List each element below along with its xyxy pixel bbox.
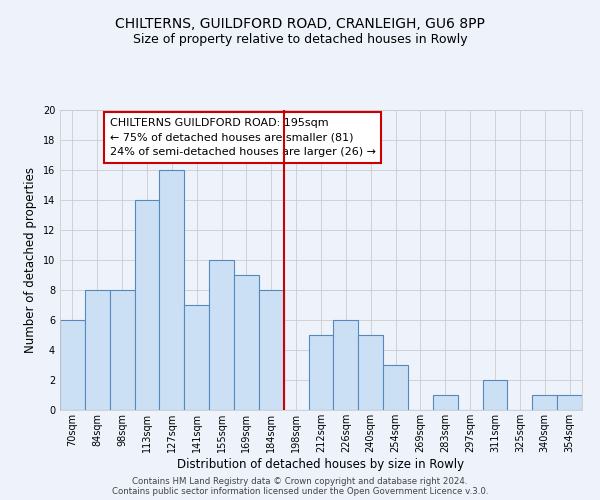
Text: CHILTERNS, GUILDFORD ROAD, CRANLEIGH, GU6 8PP: CHILTERNS, GUILDFORD ROAD, CRANLEIGH, GU… — [115, 18, 485, 32]
Bar — [134, 200, 160, 410]
Bar — [259, 290, 284, 410]
Bar — [557, 395, 582, 410]
Text: Contains public sector information licensed under the Open Government Licence v.: Contains public sector information licen… — [112, 487, 488, 496]
Bar — [110, 290, 134, 410]
Bar — [184, 305, 209, 410]
Bar — [60, 320, 85, 410]
Bar — [482, 380, 508, 410]
Text: Size of property relative to detached houses in Rowly: Size of property relative to detached ho… — [133, 32, 467, 46]
X-axis label: Distribution of detached houses by size in Rowly: Distribution of detached houses by size … — [178, 458, 464, 470]
Bar — [358, 335, 383, 410]
Bar — [383, 365, 408, 410]
Bar — [160, 170, 184, 410]
Text: Contains HM Land Registry data © Crown copyright and database right 2024.: Contains HM Land Registry data © Crown c… — [132, 477, 468, 486]
Bar — [85, 290, 110, 410]
Bar — [234, 275, 259, 410]
Bar — [308, 335, 334, 410]
Bar — [433, 395, 458, 410]
Text: CHILTERNS GUILDFORD ROAD: 195sqm
← 75% of detached houses are smaller (81)
24% o: CHILTERNS GUILDFORD ROAD: 195sqm ← 75% o… — [110, 118, 376, 157]
Bar — [209, 260, 234, 410]
Bar — [334, 320, 358, 410]
Bar — [532, 395, 557, 410]
Y-axis label: Number of detached properties: Number of detached properties — [24, 167, 37, 353]
